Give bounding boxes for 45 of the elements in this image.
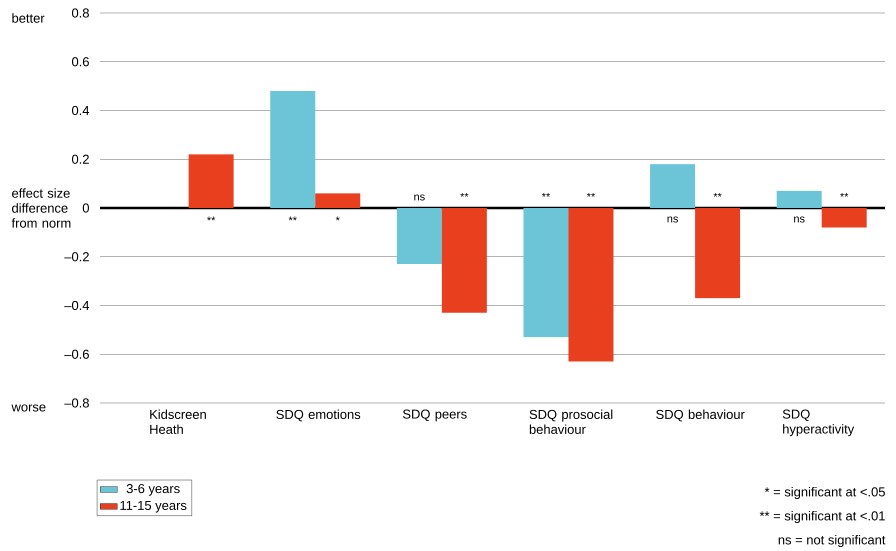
x-tick-label: Kidscreen Heath: [150, 409, 206, 434]
bar: [568, 208, 614, 362]
bar: [822, 208, 867, 228]
data-label: *: [336, 216, 340, 220]
bar: [523, 208, 568, 338]
bar: [650, 164, 696, 208]
data-label: **: [542, 192, 550, 197]
text: better: [12, 13, 44, 23]
bar: [442, 208, 487, 313]
text: * = significant at <.05: [764, 486, 885, 499]
bar: [188, 154, 234, 208]
y-tick-label: 0.6: [72, 56, 89, 66]
bar: [695, 208, 740, 298]
data-label: **: [288, 216, 297, 220]
legend-label: 3-6 years: [126, 484, 180, 496]
y-tick-label: 0: [82, 203, 89, 212]
bar: [315, 193, 360, 208]
text: ns = not significant: [778, 534, 886, 547]
y-tick-label: 0.8: [72, 8, 89, 18]
text: ** = significant at <.01: [760, 510, 885, 523]
y-axis-title: effect size difference from norm: [12, 188, 70, 228]
data-label: **: [460, 192, 468, 197]
y-tick-label: –0.2: [64, 252, 89, 262]
data-label: ns: [414, 194, 425, 200]
bar: [270, 90, 316, 208]
data-label: **: [586, 192, 596, 197]
x-tick-label: SDQ prosocial behaviour: [530, 409, 612, 434]
data-label: **: [207, 216, 216, 220]
text: worse: [12, 404, 46, 412]
data-label: ns: [794, 216, 805, 222]
x-tick-label: SDQ peers: [402, 409, 467, 422]
bar: [776, 190, 822, 208]
x-tick-label: SDQ behaviour: [656, 409, 745, 422]
data-label: **: [840, 192, 848, 197]
y-tick-label: –0.4: [64, 300, 90, 310]
y-tick-label: 0.4: [72, 106, 90, 115]
bar: [396, 208, 442, 264]
x-tick-label: SDQ emotions: [276, 409, 360, 422]
y-tick-label: –0.6: [64, 349, 89, 359]
data-label: **: [713, 192, 722, 197]
y-tick-label: –0.8: [64, 398, 89, 408]
legend-label: 11-15 years: [120, 500, 186, 512]
x-tick-label: SDQ hyperactivity: [782, 409, 854, 436]
data-label: ns: [668, 216, 678, 222]
y-tick-label: 0.2: [72, 154, 89, 164]
